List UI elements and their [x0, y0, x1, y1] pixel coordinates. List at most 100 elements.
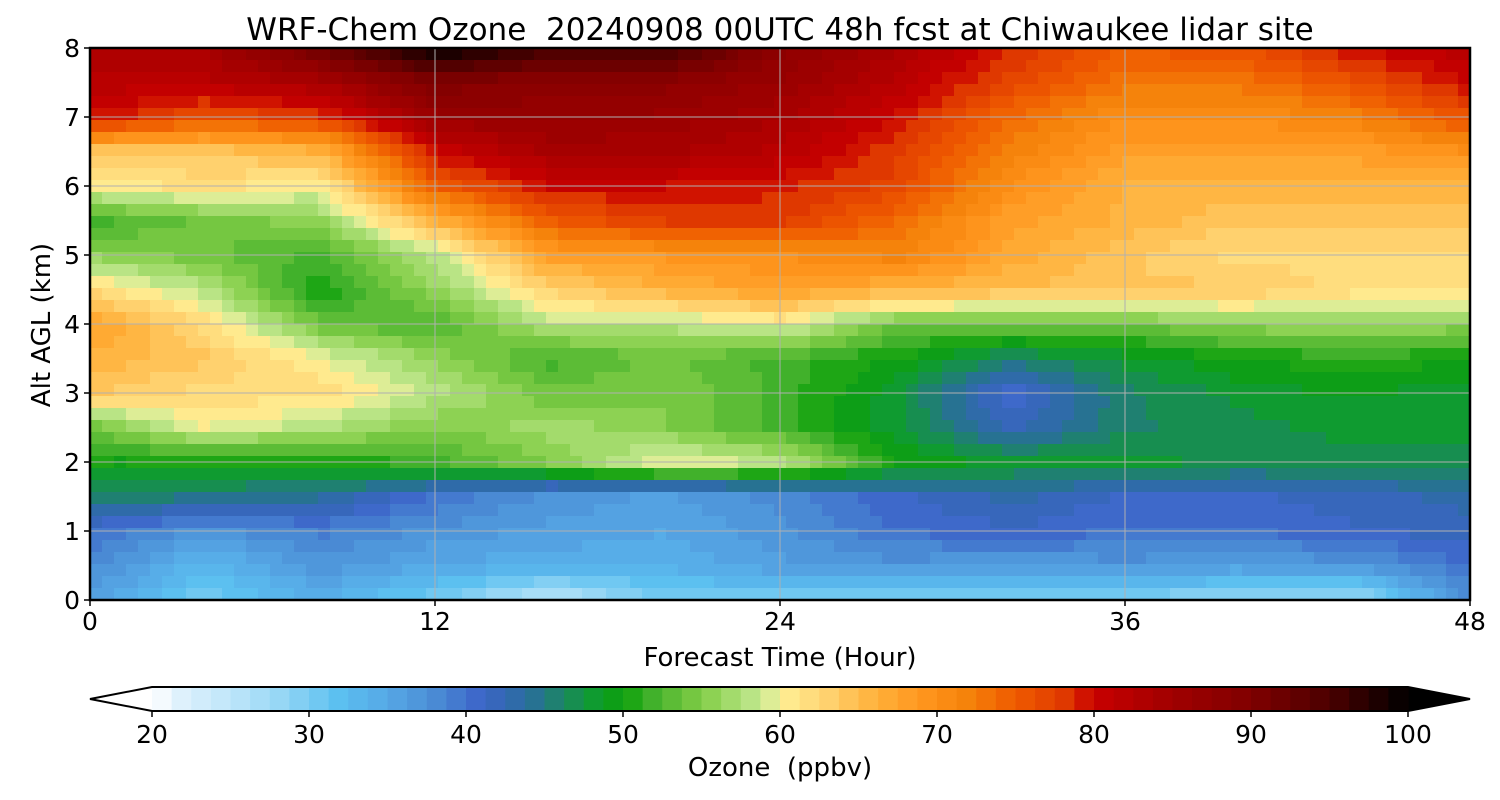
heatmap-cell	[1134, 420, 1147, 433]
heatmap-cell	[1278, 324, 1291, 337]
heatmap-cell	[1110, 408, 1123, 421]
heatmap-cell	[306, 516, 319, 529]
heatmap-cell	[114, 384, 127, 397]
heatmap-cell	[282, 132, 295, 145]
heatmap-cell	[1434, 420, 1447, 433]
heatmap-cell	[114, 240, 127, 253]
heatmap-cell	[366, 396, 379, 409]
heatmap-cell	[1254, 228, 1267, 241]
heatmap-cell	[918, 516, 931, 529]
heatmap-cell	[1242, 252, 1255, 265]
heatmap-cell	[1086, 108, 1099, 121]
heatmap-cell	[1254, 312, 1267, 325]
heatmap-cell	[462, 372, 475, 385]
heatmap-cell	[762, 300, 775, 313]
heatmap-cell	[894, 108, 907, 121]
heatmap-cell	[294, 492, 307, 505]
heatmap-cell	[906, 348, 919, 361]
heatmap-cell	[1314, 168, 1327, 181]
heatmap-cell	[426, 396, 439, 409]
heatmap-cell	[1122, 252, 1135, 265]
heatmap-cell	[558, 96, 571, 109]
heatmap-cell	[1302, 48, 1315, 61]
heatmap-cell	[114, 432, 127, 445]
heatmap-cell	[606, 168, 619, 181]
heatmap-cell	[978, 252, 991, 265]
heatmap-cell	[306, 408, 319, 421]
heatmap-cell	[894, 372, 907, 385]
heatmap-cell	[966, 228, 979, 241]
heatmap-cell	[438, 300, 451, 313]
heatmap-cell	[798, 48, 811, 61]
heatmap-cell	[174, 48, 187, 61]
heatmap-cell	[1434, 372, 1447, 385]
heatmap-cell	[126, 168, 139, 181]
heatmap-cell	[450, 420, 463, 433]
heatmap-cell	[726, 300, 739, 313]
heatmap-cell	[1110, 384, 1123, 397]
heatmap-cell	[270, 348, 283, 361]
heatmap-cell	[978, 516, 991, 529]
heatmap-cell	[954, 516, 967, 529]
heatmap-cell	[258, 240, 271, 253]
heatmap-cell	[402, 192, 415, 205]
heatmap-cell	[198, 96, 211, 109]
heatmap-cell	[1374, 204, 1387, 217]
heatmap-cell	[1062, 348, 1075, 361]
heatmap-cell	[174, 372, 187, 385]
heatmap-cell	[1314, 396, 1327, 409]
heatmap-cell	[918, 552, 931, 565]
heatmap-cell	[870, 480, 883, 493]
heatmap-cell	[690, 540, 703, 553]
heatmap-cell	[1230, 216, 1243, 229]
heatmap-cell	[810, 300, 823, 313]
heatmap-cell	[1230, 60, 1243, 73]
heatmap-cell	[1314, 192, 1327, 205]
heatmap-cell	[150, 336, 163, 349]
heatmap-cell	[534, 72, 547, 85]
heatmap-cell	[414, 216, 427, 229]
heatmap-cell	[90, 432, 103, 445]
heatmap-cell	[630, 300, 643, 313]
heatmap-cell	[1218, 444, 1231, 457]
heatmap-cell	[630, 420, 643, 433]
heatmap-cell	[1458, 96, 1470, 109]
heatmap-cell	[666, 48, 679, 61]
heatmap-cell	[1074, 120, 1087, 133]
heatmap-cell	[1122, 492, 1135, 505]
heatmap-cell	[1158, 480, 1171, 493]
heatmap-cell	[90, 552, 103, 565]
heatmap-cell	[666, 480, 679, 493]
heatmap-cell	[330, 192, 343, 205]
heatmap-cell	[390, 516, 403, 529]
heatmap-cell	[438, 348, 451, 361]
heatmap-cell	[834, 228, 847, 241]
heatmap-cell	[522, 84, 535, 97]
heatmap-cell	[1182, 444, 1195, 457]
heatmap-cell	[954, 204, 967, 217]
heatmap-cell	[894, 72, 907, 85]
heatmap-cell	[942, 216, 955, 229]
heatmap-cell	[1266, 288, 1279, 301]
heatmap-cell	[294, 252, 307, 265]
heatmap-cell	[606, 120, 619, 133]
heatmap-cell	[1014, 420, 1027, 433]
heatmap-cell	[966, 108, 979, 121]
heatmap-cell	[1302, 84, 1315, 97]
heatmap-cell	[1242, 312, 1255, 325]
heatmap-cell	[534, 192, 547, 205]
heatmap-cell	[150, 372, 163, 385]
heatmap-cell	[1278, 192, 1291, 205]
heatmap-cell	[1350, 348, 1363, 361]
heatmap-cell	[486, 300, 499, 313]
heatmap-cell	[1122, 528, 1135, 541]
heatmap-cell	[630, 276, 643, 289]
heatmap-cell	[978, 336, 991, 349]
heatmap-cell	[222, 276, 235, 289]
heatmap-cell	[102, 132, 115, 145]
heatmap-cell	[1206, 324, 1219, 337]
heatmap-cell	[1326, 396, 1339, 409]
heatmap-cell	[258, 156, 271, 169]
heatmap-cell	[366, 108, 379, 121]
heatmap-cell	[1050, 144, 1063, 157]
